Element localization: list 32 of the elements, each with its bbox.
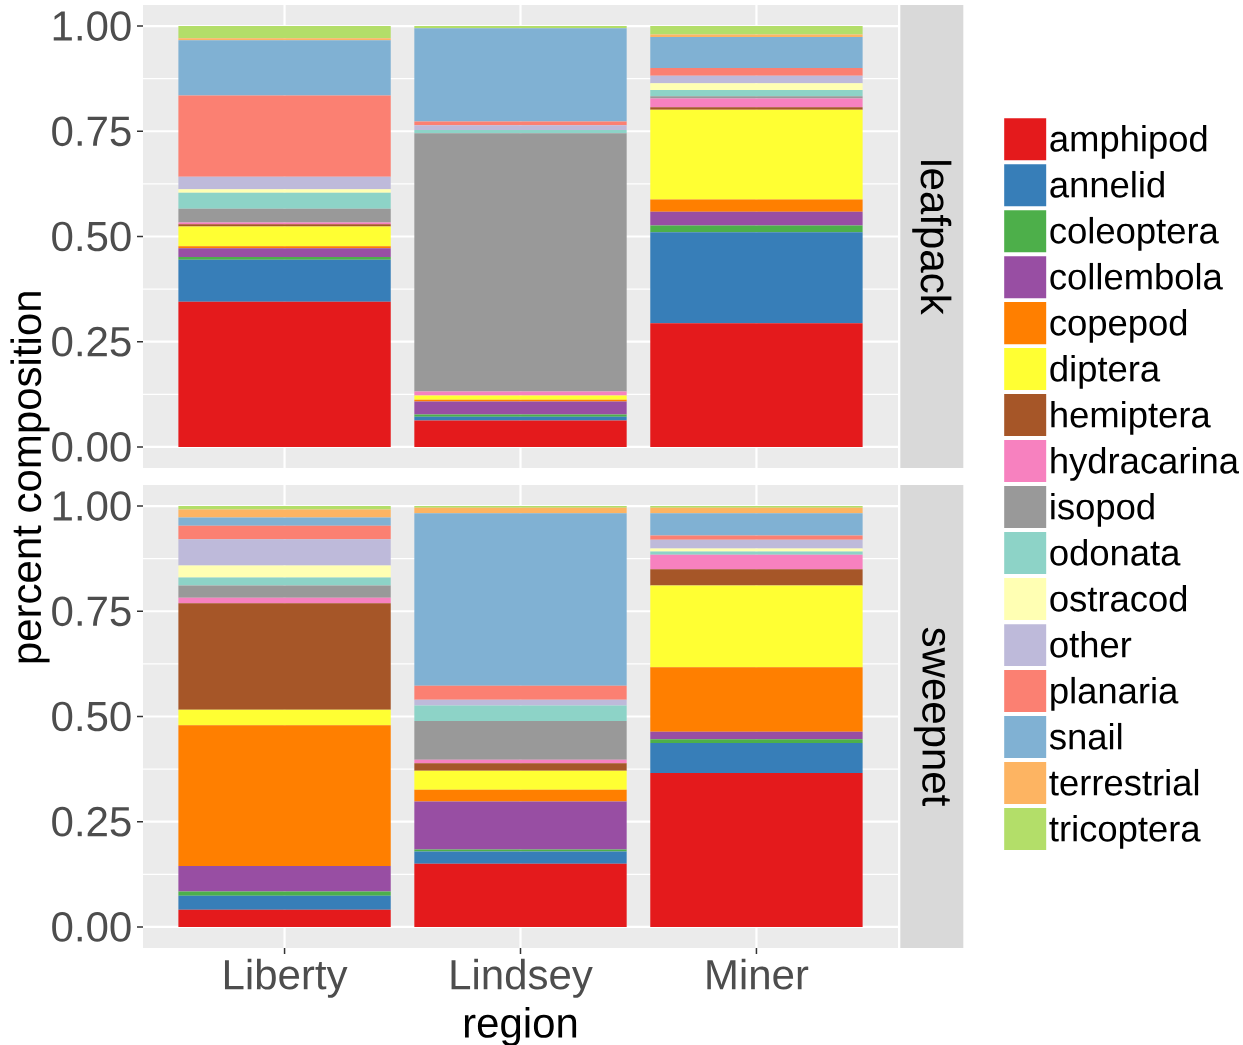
legend-label: terrestrial <box>1049 768 1199 796</box>
legend-label: copepod <box>1050 308 1187 343</box>
legend-label: annelid <box>1050 170 1164 198</box>
legend-label: amphipod <box>1050 124 1207 159</box>
legend-label: collembola <box>1050 262 1223 290</box>
legend-label: snail <box>1049 722 1122 750</box>
y-tick-label: 0.25 <box>52 806 131 837</box>
y-tick-label: 1.00 <box>53 11 131 41</box>
x-tick-label: Liberty <box>224 958 348 998</box>
legend-label: odonata <box>1050 538 1181 566</box>
y-tick-label: 0.00 <box>52 912 131 942</box>
y-tick-label: 0.50 <box>52 221 131 252</box>
y-tick-label: 1.00 <box>53 491 131 521</box>
legend-label: tricoptera <box>1049 814 1201 849</box>
legend-label: isopod <box>1051 492 1154 527</box>
y-tick-label: 0.75 <box>52 596 131 627</box>
y-tick-label: 0.25 <box>52 326 131 357</box>
text: leafpack <box>912 161 952 315</box>
legend-label: diptera <box>1050 354 1161 389</box>
legend-label: planaria <box>1051 676 1179 711</box>
legend-label: hemiptera <box>1051 400 1211 435</box>
legend-label: coleoptera <box>1050 216 1219 251</box>
legend-label: other <box>1050 630 1132 658</box>
text: sweepnet <box>913 627 950 807</box>
y-axis-title: percent composition <box>10 292 50 663</box>
legend-label: hydracarina <box>1051 446 1240 481</box>
legend-label: ostracod <box>1050 584 1187 612</box>
y-tick-label: 0.50 <box>52 701 131 732</box>
x-tick-label: Miner <box>707 958 809 990</box>
y-tick-label: 0.75 <box>52 116 131 147</box>
y-tick-label: 0.00 <box>52 432 131 462</box>
x-tick-label: Lindsey <box>451 958 593 998</box>
